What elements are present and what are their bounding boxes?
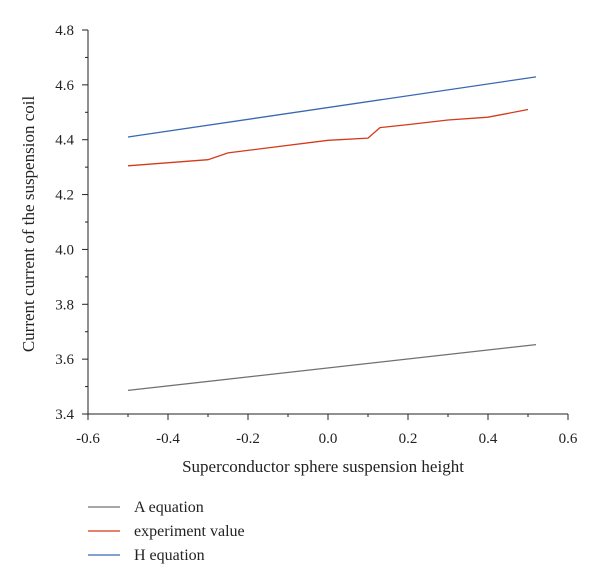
legend-label: A equation <box>134 499 204 516</box>
legend-label: experiment value <box>134 523 245 540</box>
y-axis-label: Current current of the suspension coil <box>19 96 38 353</box>
x-tick-label: 0.0 <box>319 431 338 447</box>
x-tick-label: -0.6 <box>76 431 100 447</box>
series-layer <box>127 76 537 392</box>
x-tick-label: 0.6 <box>559 431 578 447</box>
x-tick-label: -0.2 <box>236 431 260 447</box>
y-tick-label: 4.6 <box>55 78 74 94</box>
x-tick-label: 0.4 <box>479 431 498 447</box>
axes: 3.4 3.6 3.8 4.0 4.2 4.4 4.6 4.8 -0.6 -0.4 -0.2 0.0 0… <box>55 23 578 447</box>
series-line-experiment-value <box>127 108 529 167</box>
legend-label: H equation <box>134 547 205 564</box>
legend: A equation experiment value H equation <box>88 499 245 564</box>
x-tick-label: -0.4 <box>156 431 180 447</box>
y-tick-label: 4.2 <box>55 188 74 204</box>
y-tick-label: 4.0 <box>55 242 74 258</box>
y-tick-label: 4.4 <box>55 133 74 149</box>
x-tick-label: 0.2 <box>399 431 418 447</box>
y-tick-label: 3.4 <box>55 407 74 423</box>
y-tick-label: 3.6 <box>55 352 74 368</box>
y-tick-label: 3.8 <box>55 297 74 313</box>
series-line-a-equation <box>127 343 537 392</box>
series-line-h-equation <box>127 76 537 138</box>
y-tick-label: 4.8 <box>55 23 74 39</box>
x-axis-label: Superconductor sphere suspension height <box>182 457 464 476</box>
